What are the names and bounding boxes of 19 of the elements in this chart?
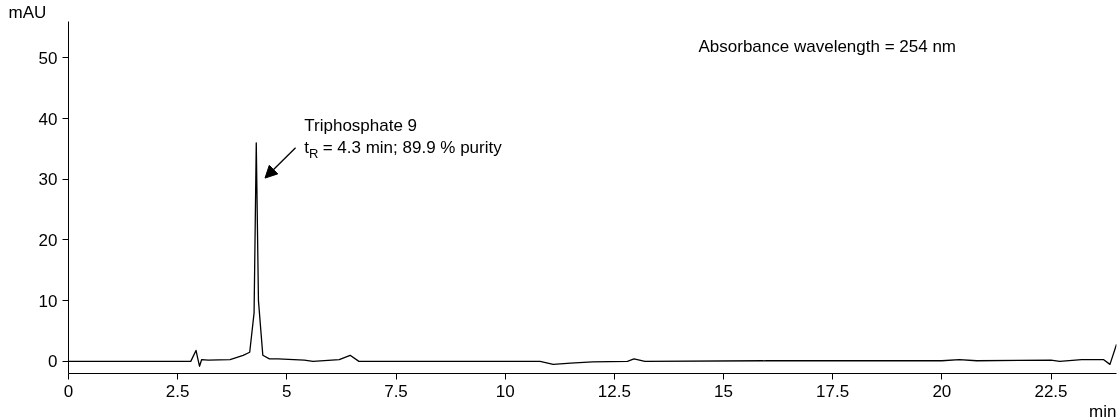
y-tick-label: 10	[38, 291, 58, 311]
y-tick-label: 0	[48, 352, 58, 372]
annotation: Absorbance wavelength = 254 nm	[698, 36, 957, 56]
x-tick-label: 0	[63, 381, 74, 401]
y-tick-label: 30	[38, 170, 58, 190]
x-tick-label: 15	[714, 381, 733, 401]
x-tick-label: 5	[282, 381, 292, 401]
x-tick-label: 12.5	[597, 381, 631, 401]
y-tick-label: 50	[38, 48, 58, 68]
x-tick-label: 20	[932, 381, 952, 401]
y-tick-label: 40	[38, 109, 58, 129]
x-tick-label: 2.5	[165, 381, 190, 401]
x-tick-label: 10	[495, 381, 515, 401]
x-axis-title: min	[1089, 401, 1117, 420]
x-tick-label: 7.5	[384, 381, 408, 401]
x-tick-label: 22.5	[1034, 381, 1068, 401]
x-tick-label: 17.5	[816, 381, 850, 401]
y-tick-label: 20	[38, 230, 58, 250]
y-axis-title: mAU	[8, 2, 47, 22]
